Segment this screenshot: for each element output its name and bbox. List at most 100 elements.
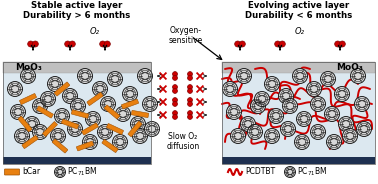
Circle shape <box>187 98 192 102</box>
Circle shape <box>356 121 372 137</box>
Circle shape <box>231 128 245 144</box>
Circle shape <box>339 116 353 132</box>
Circle shape <box>101 96 116 112</box>
FancyBboxPatch shape <box>222 62 375 73</box>
Circle shape <box>85 112 101 127</box>
Circle shape <box>285 167 296 178</box>
Circle shape <box>172 89 177 93</box>
Circle shape <box>172 98 177 102</box>
Circle shape <box>54 109 70 123</box>
Circle shape <box>8 82 23 96</box>
Circle shape <box>240 116 256 132</box>
Circle shape <box>51 128 65 144</box>
Circle shape <box>172 101 177 106</box>
Circle shape <box>68 121 82 137</box>
Circle shape <box>310 96 325 112</box>
Circle shape <box>122 86 138 102</box>
Circle shape <box>268 109 284 123</box>
FancyBboxPatch shape <box>82 123 98 135</box>
Circle shape <box>248 125 262 139</box>
Circle shape <box>98 125 113 139</box>
Circle shape <box>130 116 146 132</box>
Circle shape <box>187 85 192 90</box>
Text: PCDTBT: PCDTBT <box>245 167 275 176</box>
FancyBboxPatch shape <box>5 169 20 175</box>
Circle shape <box>82 135 98 149</box>
Circle shape <box>143 96 158 112</box>
Circle shape <box>116 107 130 121</box>
Circle shape <box>321 72 336 86</box>
Text: bCar: bCar <box>22 167 40 176</box>
Circle shape <box>355 96 370 112</box>
Circle shape <box>239 41 245 47</box>
Circle shape <box>54 167 65 178</box>
Circle shape <box>40 91 56 107</box>
Circle shape <box>187 75 192 80</box>
Circle shape <box>342 128 358 144</box>
Circle shape <box>187 111 192 116</box>
Circle shape <box>144 121 160 137</box>
Circle shape <box>77 68 93 84</box>
Circle shape <box>172 114 177 119</box>
Circle shape <box>310 125 325 139</box>
Circle shape <box>104 41 110 47</box>
Circle shape <box>324 107 339 121</box>
Text: PC$_{71}$BM: PC$_{71}$BM <box>297 166 327 178</box>
Circle shape <box>71 98 85 114</box>
FancyBboxPatch shape <box>54 82 70 96</box>
FancyBboxPatch shape <box>107 123 124 135</box>
Circle shape <box>294 135 310 149</box>
Circle shape <box>25 116 39 132</box>
FancyBboxPatch shape <box>37 106 53 118</box>
Circle shape <box>187 114 192 119</box>
Text: O₂: O₂ <box>295 27 305 36</box>
Circle shape <box>265 128 279 144</box>
FancyBboxPatch shape <box>121 99 139 109</box>
Circle shape <box>65 41 71 47</box>
Text: Evolving active layer
Durability < 6 months: Evolving active layer Durability < 6 mon… <box>245 1 352 20</box>
FancyBboxPatch shape <box>222 157 375 164</box>
Circle shape <box>223 82 237 96</box>
Circle shape <box>265 77 279 91</box>
Circle shape <box>307 82 322 96</box>
Circle shape <box>279 41 285 47</box>
FancyBboxPatch shape <box>3 157 151 164</box>
Text: Oxygen-
sensitive: Oxygen- sensitive <box>169 26 203 45</box>
Circle shape <box>93 82 107 96</box>
Circle shape <box>187 72 192 77</box>
FancyBboxPatch shape <box>3 62 151 73</box>
Circle shape <box>69 41 75 47</box>
Circle shape <box>187 89 192 93</box>
Circle shape <box>48 77 62 91</box>
Circle shape <box>62 89 77 103</box>
Circle shape <box>280 121 296 137</box>
Circle shape <box>172 85 177 90</box>
Circle shape <box>14 128 29 144</box>
Text: PC$_{71}$BM: PC$_{71}$BM <box>67 166 97 178</box>
FancyBboxPatch shape <box>20 93 37 105</box>
FancyBboxPatch shape <box>76 141 94 151</box>
FancyBboxPatch shape <box>131 110 149 118</box>
Circle shape <box>235 41 241 47</box>
FancyBboxPatch shape <box>61 119 79 129</box>
Circle shape <box>33 98 48 114</box>
Circle shape <box>237 68 251 84</box>
Circle shape <box>11 105 25 119</box>
Circle shape <box>33 41 38 47</box>
Circle shape <box>113 135 127 149</box>
Circle shape <box>335 41 341 47</box>
FancyBboxPatch shape <box>104 105 120 119</box>
Circle shape <box>187 101 192 106</box>
Circle shape <box>138 68 152 84</box>
FancyBboxPatch shape <box>222 73 375 157</box>
FancyBboxPatch shape <box>18 116 32 132</box>
Circle shape <box>133 128 147 144</box>
Circle shape <box>279 89 293 103</box>
Circle shape <box>172 72 177 77</box>
FancyBboxPatch shape <box>128 121 142 137</box>
Circle shape <box>172 75 177 80</box>
Circle shape <box>350 68 366 84</box>
FancyBboxPatch shape <box>3 73 151 157</box>
Circle shape <box>327 135 341 149</box>
Text: MoO₃: MoO₃ <box>336 63 363 72</box>
